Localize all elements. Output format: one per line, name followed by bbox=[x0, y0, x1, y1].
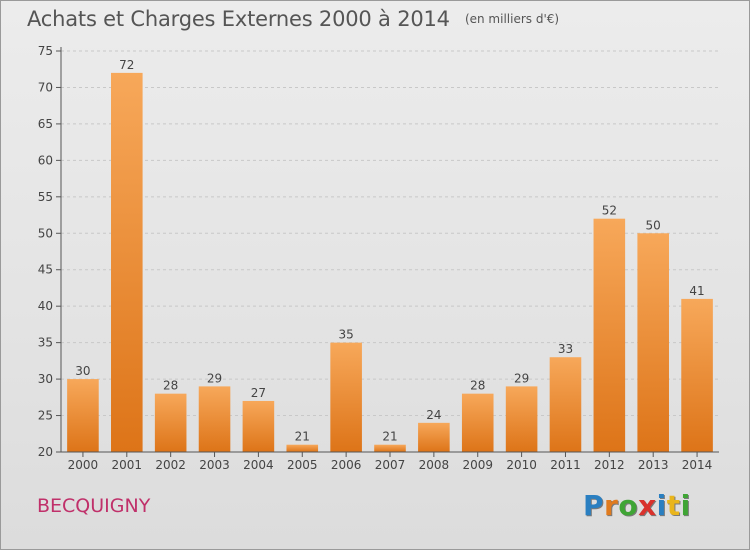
bar-value-label: 35 bbox=[338, 328, 353, 342]
y-tick-label: 60 bbox=[38, 153, 53, 167]
bar-value-label: 24 bbox=[426, 408, 441, 422]
bar bbox=[593, 218, 626, 452]
bar-value-label: 28 bbox=[163, 379, 178, 393]
y-tick-label: 40 bbox=[38, 299, 53, 313]
y-tick-label: 70 bbox=[38, 80, 53, 94]
y-tick-label: 35 bbox=[38, 336, 53, 350]
x-tick-label: 2004 bbox=[243, 458, 274, 472]
bar bbox=[461, 393, 494, 452]
bar-value-label: 21 bbox=[295, 430, 310, 444]
y-tick-label: 20 bbox=[38, 445, 53, 459]
bar-value-label: 52 bbox=[602, 204, 617, 218]
x-tick-label: 2005 bbox=[287, 458, 318, 472]
logo-letter: o bbox=[618, 489, 639, 522]
x-tick-label: 2003 bbox=[199, 458, 230, 472]
bar bbox=[154, 393, 187, 452]
bar-value-label: 28 bbox=[470, 379, 485, 393]
chart-title: Achats et Charges Externes 2000 à 2014 bbox=[27, 7, 450, 31]
x-tick-label: 2011 bbox=[550, 458, 581, 472]
bar bbox=[418, 422, 450, 452]
bar bbox=[67, 379, 99, 452]
y-tick-label: 45 bbox=[38, 263, 53, 277]
bar-value-label: 72 bbox=[119, 58, 134, 72]
axes bbox=[56, 47, 719, 457]
city-name: BECQUIGNY bbox=[37, 495, 151, 517]
bar bbox=[681, 298, 713, 452]
bar-value-label: 41 bbox=[689, 284, 704, 298]
bar bbox=[549, 357, 582, 452]
bar bbox=[286, 444, 319, 452]
y-tick-label: 25 bbox=[38, 409, 53, 423]
logo-letter: t bbox=[666, 489, 681, 522]
logo-letter: P bbox=[583, 489, 605, 522]
x-tick-label: 2010 bbox=[506, 458, 537, 472]
x-tick-label: 2007 bbox=[375, 458, 406, 472]
bar-value-label: 30 bbox=[75, 364, 90, 378]
bar-value-label: 50 bbox=[646, 218, 661, 232]
bar bbox=[505, 386, 538, 452]
labels: 20 25 30 35 40 45 50 55 60 65 70 75 30 2000 72 2001 28 20… bbox=[38, 44, 713, 472]
bar-value-label: 21 bbox=[382, 430, 397, 444]
x-tick-label: 2006 bbox=[331, 458, 362, 472]
bar bbox=[637, 233, 669, 452]
logo-letter: i bbox=[656, 489, 667, 522]
chart-unit-label: (en milliers d'€) bbox=[464, 12, 560, 26]
proxiti-logo: Proxiti bbox=[583, 489, 691, 522]
x-tick-label: 2000 bbox=[68, 458, 99, 472]
bar bbox=[330, 342, 362, 452]
logo-letter: r bbox=[604, 489, 619, 522]
bar bbox=[242, 400, 275, 452]
bar bbox=[111, 72, 143, 452]
x-tick-label: 2002 bbox=[155, 458, 186, 472]
x-tick-label: 2009 bbox=[462, 458, 493, 472]
bar-value-label: 27 bbox=[251, 386, 266, 400]
y-tick-label: 65 bbox=[38, 117, 53, 131]
y-tick-label: 30 bbox=[38, 372, 53, 386]
bar-value-label: 29 bbox=[207, 371, 222, 385]
x-tick-label: 2001 bbox=[112, 458, 143, 472]
x-tick-label: 2014 bbox=[682, 458, 713, 472]
x-tick-label: 2008 bbox=[419, 458, 450, 472]
x-tick-label: 2012 bbox=[594, 458, 625, 472]
bar-value-label: 33 bbox=[558, 342, 573, 356]
y-tick-label: 55 bbox=[38, 190, 53, 204]
y-tick-label: 75 bbox=[38, 44, 53, 58]
bar-value-label: 29 bbox=[514, 371, 529, 385]
logo-letter: x bbox=[638, 489, 657, 522]
chart-title-block: Achats et Charges Externes 2000 à 2014 (… bbox=[27, 7, 559, 31]
x-tick-label: 2013 bbox=[638, 458, 669, 472]
bar bbox=[198, 386, 231, 452]
y-tick-label: 50 bbox=[38, 226, 53, 240]
logo-letter: i bbox=[680, 489, 691, 522]
bars bbox=[67, 72, 713, 452]
bar bbox=[374, 444, 406, 452]
